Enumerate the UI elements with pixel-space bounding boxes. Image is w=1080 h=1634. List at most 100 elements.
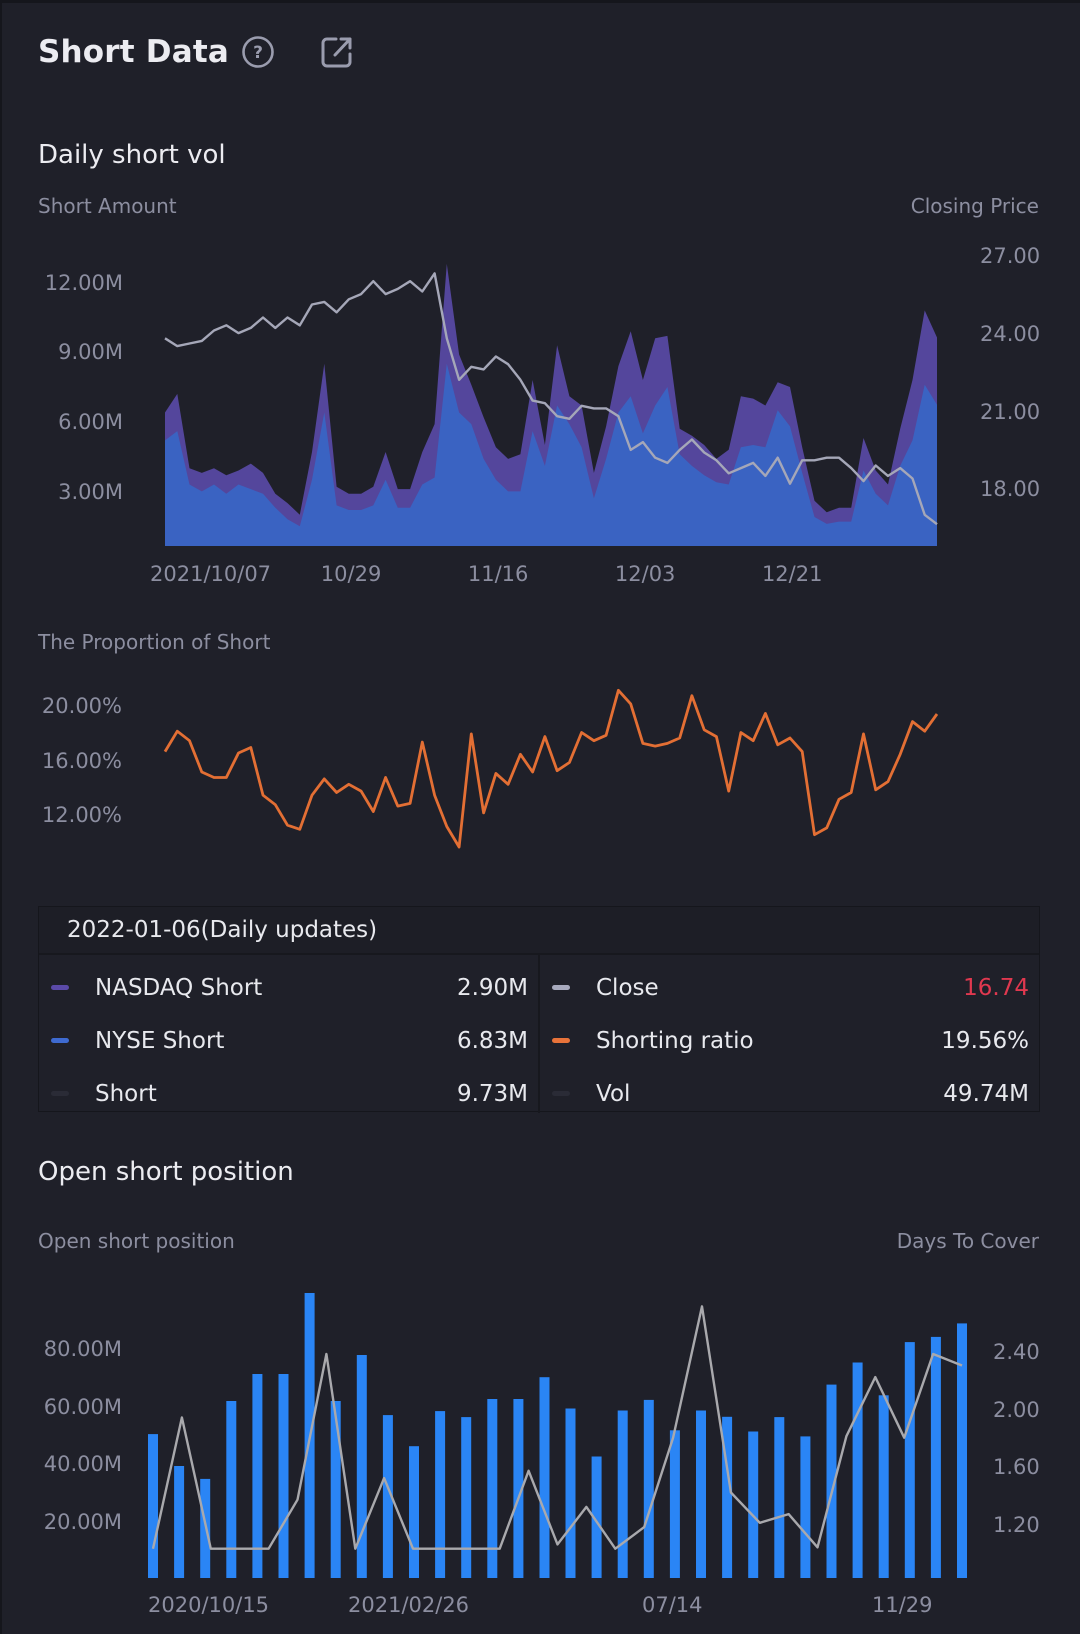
open-short-bar [565,1408,576,1578]
right-axis-tick: 18.00 [980,477,1041,502]
ratio-swatch-icon [552,1038,570,1043]
open-short-bar [669,1430,680,1578]
open-short-axis-tick: 40.00M [43,1452,122,1476]
legend-value: 9.73M [456,1080,528,1107]
open-short-bar [252,1374,263,1578]
open-short-bar [174,1466,185,1578]
open-short-bar [226,1401,237,1578]
x-axis-tick: 10/29 [320,562,382,586]
open-short-x-tick: 2020/10/15 [148,1593,270,1617]
open-short-bar [722,1416,733,1578]
x-axis-tick: 11/16 [467,562,529,586]
svg-text:?: ? [253,43,263,63]
ratio-axis-tick: 16.00% [41,748,122,773]
page-title: Short Data [38,34,229,70]
open-short-x-tick: 07/14 [642,1593,703,1617]
question-circle-icon[interactable]: ? [241,35,275,69]
open-short-bar [278,1374,289,1578]
open-short-bar [878,1395,889,1578]
open-short-bar [957,1323,967,1578]
ratio-axis-tick: 12.00% [41,803,122,827]
legend-row-short[interactable]: Short 9.73M [39,1067,538,1120]
left-axis-tick: 6.00M [58,410,123,435]
legend-value: 6.83M [456,1027,528,1054]
open-short-bar [513,1399,524,1578]
open-short-bar [643,1399,654,1578]
open-short-bar [409,1446,419,1578]
legend-row-shorting-ratio[interactable]: Shorting ratio 19.56% [540,1014,1039,1067]
open-short-bar [461,1417,472,1578]
open-short-bar [435,1411,446,1578]
nyse-swatch-icon [51,1038,69,1043]
days-to-cover-axis-tick: 2.40 [993,1340,1040,1364]
legend-label: Shorting ratio [596,1027,754,1054]
proportion-of-short-chart[interactable] [0,0,1080,900]
legend-label: Vol [596,1080,631,1107]
left-axis-tick: 9.00M [58,340,123,365]
open-short-bar [617,1410,628,1578]
legend-label: NASDAQ Short [95,974,263,1001]
legend-label: NYSE Short [95,1027,225,1054]
proportion-of-short-title: The Proportion of Short [38,630,271,654]
top-border [0,0,1080,3]
open-short-bar [930,1336,941,1578]
legend-row-close[interactable]: Close 16.74 [540,961,1039,1014]
open-short-bar [852,1362,863,1578]
days-to-cover-axis-title: Days To Cover [896,1229,1039,1253]
x-axis-tick: 12/03 [614,562,676,586]
days-to-cover-axis-tick: 1.60 [993,1455,1040,1480]
x-axis-tick: 2021/10/07 [150,562,272,586]
legend-row-nyse-short[interactable]: NYSE Short 6.83M [39,1014,538,1067]
right-axis-tick: 21.00 [980,399,1041,424]
short-amount-axis-title: Short Amount [38,194,177,218]
open-short-x-tick: 2021/02/26 [348,1593,470,1617]
open-short-bar [826,1384,837,1578]
right-axis-tick: 27.00 [980,243,1041,268]
open-short-bar [382,1415,393,1578]
open-short-bar [800,1436,811,1578]
legend-value: 16.74 [963,974,1029,1001]
open-short-x-tick: 11/29 [872,1593,933,1617]
left-axis-tick: 3.00M [58,479,123,504]
legend-date: 2022-01-06(Daily updates) [39,907,1039,955]
open-short-bar [748,1431,759,1578]
legend-value: 2.90M [456,974,528,1001]
days-to-cover-axis-tick: 1.20 [993,1513,1040,1538]
days-to-cover-axis-tick: 2.00 [993,1397,1040,1422]
legend-row-vol[interactable]: Vol 49.74M [540,1067,1039,1120]
legend-label: Short [95,1080,157,1107]
header: Short Data ? [38,30,355,74]
open-short-bar [591,1456,602,1578]
open-short-bar [774,1417,785,1578]
ratio-axis-tick: 20.00% [41,694,122,718]
x-axis-tick: 12/21 [761,562,823,586]
open-short-axis-title: Open short position [38,1229,235,1253]
share-external-icon[interactable] [319,34,355,70]
open-short-bar [904,1342,915,1578]
open-short-axis-tick: 60.00M [43,1394,122,1419]
right-axis-tick: 24.00 [980,321,1041,346]
legend-left-column: NASDAQ Short 2.90M NYSE Short 6.83M Shor… [39,955,538,1113]
short-swatch-icon [51,1091,69,1096]
left-border [0,0,2,1634]
vol-swatch-icon [552,1091,570,1096]
open-short-position-title: Open short position [38,1157,294,1187]
daily-short-vol-title: Daily short vol [38,140,226,170]
legend-panel: 2022-01-06(Daily updates) NASDAQ Short 2… [38,906,1040,1113]
open-short-bar [330,1401,341,1578]
shorting-ratio-line [163,688,939,849]
open-short-bar [539,1377,550,1578]
legend-value: 49.74M [943,1080,1029,1107]
open-short-bar [356,1355,367,1578]
legend-right-column: Close 16.74 Shorting ratio 19.56% Vol 49… [538,955,1039,1113]
daily-short-vol-chart[interactable] [0,0,1080,600]
open-short-axis-tick: 20.00M [43,1509,122,1534]
open-short-bar [696,1410,706,1578]
legend-value: 19.56% [941,1027,1029,1054]
closing-price-axis-title: Closing Price [910,194,1039,218]
open-short-bar [148,1434,158,1578]
left-axis-tick: 12.00M [44,270,123,295]
days-to-cover-line [151,1305,963,1550]
legend-row-nasdaq-short[interactable]: NASDAQ Short 2.90M [39,961,538,1014]
